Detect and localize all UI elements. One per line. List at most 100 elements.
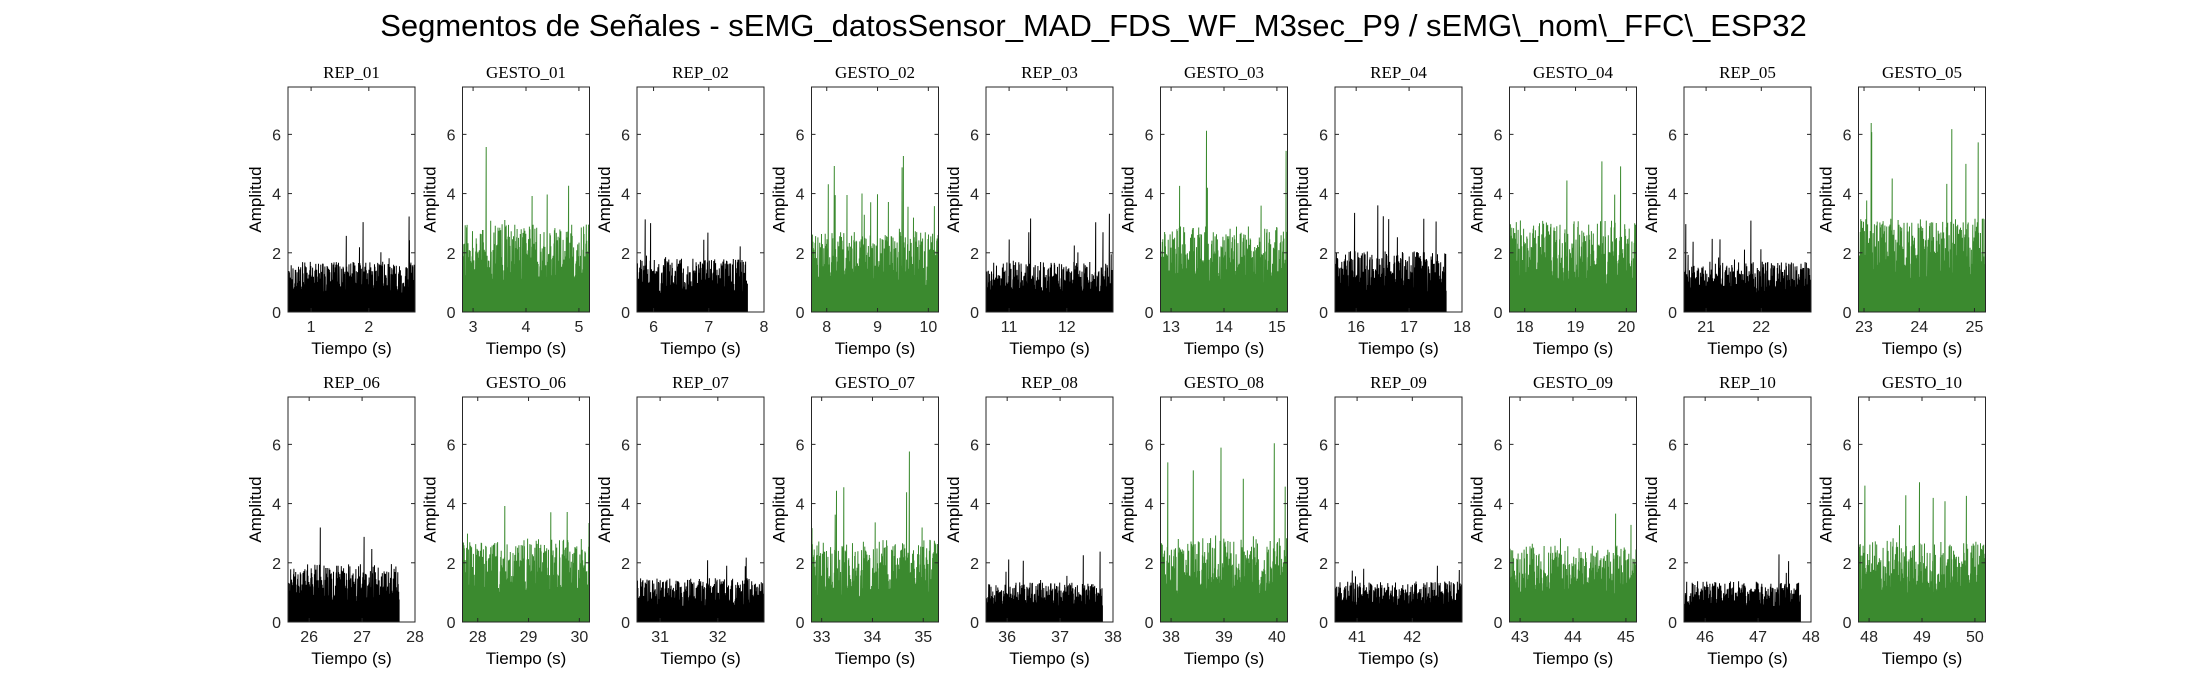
y-tick-label: 2 (1319, 246, 1328, 263)
y-tick-label: 2 (1145, 246, 1154, 263)
y-tick-label: 0 (970, 615, 979, 632)
x-tick-label: 32 (709, 629, 727, 646)
subplot-title: GESTO_06 (486, 373, 566, 392)
x-tick-label: 9 (873, 319, 882, 336)
y-tick-label: 6 (1668, 437, 1677, 454)
x-tick-label: 10 (919, 319, 937, 336)
signal-trace-gesto_06 (462, 505, 590, 623)
x-tick-label: 18 (1453, 319, 1471, 336)
y-tick-label: 6 (447, 127, 456, 144)
axes-box (985, 86, 1114, 313)
subplot-gesto_02: 0 2 4 6 8 9 10 GESTO_02 Tiempo (s) Amplitud (770, 63, 939, 358)
y-tick-label: 0 (1494, 305, 1503, 322)
x-tick-label: 38 (1162, 629, 1180, 646)
y-tick-label: 4 (1319, 497, 1328, 514)
y-tick-label: 6 (970, 127, 979, 144)
y-axis-label: Amplitud (246, 476, 265, 542)
y-tick-label: 4 (1843, 187, 1852, 204)
x-axis-label: Tiempo (s) (1358, 339, 1439, 358)
subplot-rep_05: 0 2 4 6 21 22 REP_05 Tiempo (s) Amplitud (1642, 63, 1812, 358)
x-tick-label: 39 (1215, 629, 1233, 646)
y-tick-label: 0 (1319, 615, 1328, 632)
y-tick-label: 6 (1319, 437, 1328, 454)
x-axis-label: Tiempo (s) (1009, 339, 1090, 358)
subplot-gesto_08: 0 2 4 6 38 39 40 GESTO_08 Tiempo (s) Amplitud (1119, 373, 1288, 668)
x-axis-label: Tiempo (s) (1882, 649, 1963, 668)
subplot-rep_07: 0 2 4 6 31 32 REP_07 Tiempo (s) Amplitud (595, 373, 765, 668)
x-axis-label: Tiempo (s) (1707, 339, 1788, 358)
subplot-title: GESTO_05 (1882, 63, 1962, 82)
subplot-title: REP_01 (323, 63, 380, 82)
subplot-rep_04: 0 2 4 6 16 17 18 REP_04 Tiempo (s) Amplitud (1293, 63, 1471, 358)
signal-trace-gesto_09 (1509, 513, 1637, 623)
x-tick-label: 27 (353, 629, 371, 646)
subplot-title: REP_08 (1021, 373, 1078, 392)
x-tick-label: 21 (1697, 319, 1715, 336)
y-tick-label: 6 (1494, 437, 1503, 454)
x-tick-label: 28 (469, 629, 487, 646)
subplot-rep_02: 0 2 4 6 6 7 8 REP_02 Tiempo (s) Amplitud (595, 63, 769, 358)
axes-box (1334, 86, 1463, 313)
signal-trace-gesto_08 (1160, 443, 1288, 623)
subplot-title: REP_03 (1021, 63, 1078, 82)
y-tick-label: 0 (1668, 305, 1677, 322)
y-axis-label: Amplitud (246, 166, 265, 232)
x-tick-label: 18 (1516, 319, 1534, 336)
subplot-title: REP_02 (672, 63, 729, 82)
x-tick-label: 45 (1617, 629, 1635, 646)
x-tick-label: 2 (364, 319, 373, 336)
axes-box (811, 396, 939, 623)
axes-box (1858, 86, 1986, 313)
x-tick-label: 49 (1913, 629, 1931, 646)
x-tick-label: 43 (1511, 629, 1529, 646)
y-tick-label: 4 (970, 497, 979, 514)
subplot-gesto_06: 0 2 4 6 28 29 30 GESTO_06 Tiempo (s) Amplitud (421, 373, 590, 668)
x-axis-label: Tiempo (s) (1184, 649, 1265, 668)
y-tick-label: 2 (621, 246, 630, 263)
axes-box (636, 86, 765, 313)
x-tick-label: 42 (1403, 629, 1421, 646)
x-axis-label: Tiempo (s) (1707, 649, 1788, 668)
axes-box (1683, 396, 1812, 623)
signal-trace-rep_04 (1334, 205, 1447, 313)
x-tick-label: 23 (1855, 319, 1873, 336)
y-tick-label: 0 (621, 615, 630, 632)
subplot-title: REP_04 (1370, 63, 1427, 82)
x-axis-label: Tiempo (s) (660, 339, 741, 358)
x-tick-label: 13 (1162, 319, 1180, 336)
x-tick-label: 20 (1617, 319, 1635, 336)
x-tick-label: 28 (406, 629, 424, 646)
y-tick-label: 4 (1668, 497, 1677, 514)
y-axis-label: Amplitud (1817, 166, 1836, 232)
x-tick-label: 7 (704, 319, 713, 336)
signal-trace-gesto_07 (811, 451, 939, 623)
x-tick-label: 5 (574, 319, 583, 336)
signal-trace-gesto_05 (1858, 122, 1986, 313)
x-axis-label: Tiempo (s) (1533, 339, 1614, 358)
y-tick-label: 4 (1145, 187, 1154, 204)
signal-trace-rep_06 (287, 527, 400, 623)
x-axis-label: Tiempo (s) (1184, 339, 1265, 358)
x-tick-label: 25 (1966, 319, 1984, 336)
y-tick-label: 0 (1145, 615, 1154, 632)
subplot-gesto_04: 0 2 4 6 18 19 20 GESTO_04 Tiempo (s) Amplitud (1468, 63, 1637, 358)
x-axis-label: Tiempo (s) (311, 339, 392, 358)
x-tick-label: 6 (649, 319, 658, 336)
subplot-gesto_10: 0 2 4 6 48 49 50 GESTO_10 Tiempo (s) Amplitud (1817, 373, 1986, 668)
y-axis-label: Amplitud (1293, 476, 1312, 542)
y-tick-label: 0 (621, 305, 630, 322)
x-tick-label: 47 (1749, 629, 1767, 646)
subplot-title: GESTO_02 (835, 63, 915, 82)
y-tick-label: 0 (447, 305, 456, 322)
y-tick-label: 4 (272, 497, 281, 514)
y-tick-label: 2 (796, 556, 805, 573)
y-tick-label: 4 (1494, 187, 1503, 204)
y-tick-label: 2 (447, 246, 456, 263)
x-tick-label: 12 (1058, 319, 1076, 336)
subplot-title: GESTO_07 (835, 373, 915, 392)
x-tick-label: 26 (300, 629, 318, 646)
y-tick-label: 2 (796, 246, 805, 263)
y-tick-label: 2 (1494, 556, 1503, 573)
